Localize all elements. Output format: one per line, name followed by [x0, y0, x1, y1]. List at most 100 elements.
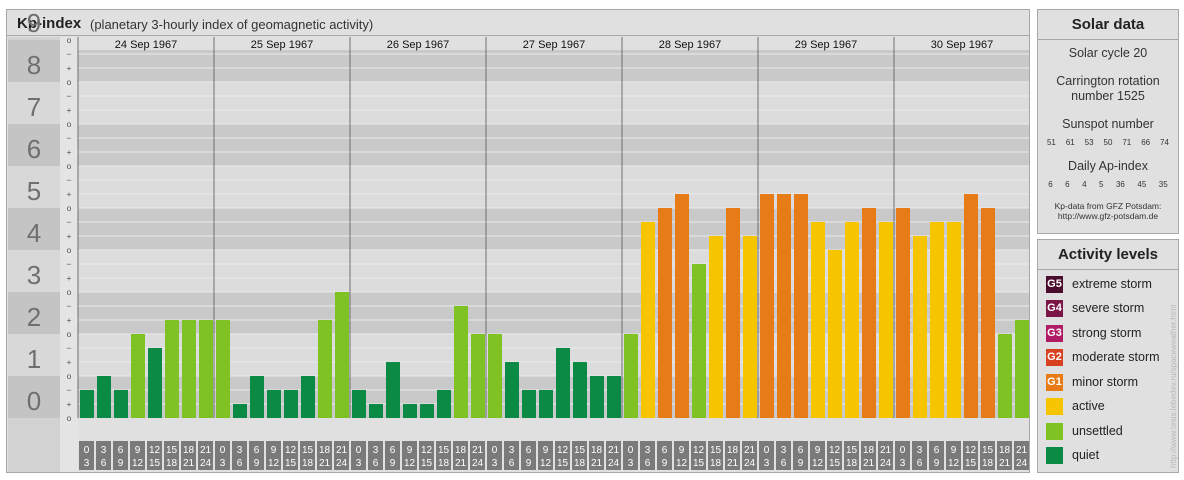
interval-end-label: 3: [84, 458, 90, 469]
interval-start-label: 12: [285, 445, 297, 456]
time-interval-cell: [181, 441, 196, 470]
interval-start-label: 12: [693, 445, 705, 456]
legend-label: severe storm: [1072, 301, 1145, 315]
kp-bar: [624, 334, 638, 418]
plot-band: [78, 124, 1029, 166]
kp-bar: [301, 376, 315, 418]
time-interval-cell: [674, 441, 689, 470]
kp-bar: [828, 250, 842, 418]
interval-end-label: 6: [781, 458, 787, 469]
time-interval-cell: [997, 441, 1012, 470]
day-header-row: [78, 37, 1029, 50]
interval-end-label: 24: [880, 458, 892, 469]
ap-value: 6: [1048, 180, 1053, 189]
legend-item-g2: G2 moderate storm: [1046, 347, 1160, 367]
time-interval-cell: [742, 441, 757, 470]
interval-start-label: 21: [608, 445, 620, 456]
kp-bar: [386, 362, 400, 418]
kp-bar: [981, 208, 995, 418]
time-interval-cell: [793, 441, 808, 470]
y-minor-tick-label: −: [67, 91, 72, 101]
y-band: [8, 292, 60, 334]
kp-bar: [947, 221, 961, 418]
interval-end-label: 18: [438, 458, 450, 469]
interval-end-label: 3: [764, 458, 770, 469]
legend-item-g4: G4 severe storm: [1046, 298, 1144, 318]
interval-start-label: 9: [951, 445, 957, 456]
interval-end-label: 18: [302, 458, 314, 469]
time-interval-cell: [266, 441, 281, 470]
ap-value: 5: [1099, 180, 1104, 189]
time-interval-cell: [334, 441, 349, 470]
interval-end-label: 9: [118, 458, 124, 469]
y-band: [8, 376, 60, 418]
time-interval-cell: [708, 441, 723, 470]
time-interval-cell: [810, 441, 825, 470]
y-minor-tick-label: −: [67, 343, 72, 353]
interval-end-label: 24: [744, 458, 756, 469]
time-interval-cell: [96, 441, 111, 470]
interval-end-label: 15: [421, 458, 433, 469]
kp-bar: [471, 334, 485, 418]
y-minor-tick-label: o: [67, 119, 72, 129]
interval-start-label: 9: [407, 445, 413, 456]
interval-end-label: 18: [166, 458, 178, 469]
interval-end-label: 21: [591, 458, 603, 469]
kp-bar: [760, 194, 774, 418]
kp-bar: [862, 208, 876, 418]
interval-start-label: 15: [574, 445, 586, 456]
time-interval-cell: [453, 441, 468, 470]
interval-end-label: 9: [526, 458, 532, 469]
interval-end-label: 18: [846, 458, 858, 469]
interval-start-label: 0: [84, 445, 90, 456]
sunspot-value: 74: [1160, 138, 1169, 147]
interval-start-label: 12: [557, 445, 569, 456]
legend-label: minor storm: [1072, 375, 1138, 389]
solar-data-heading: Solar data: [1038, 10, 1178, 40]
time-interval-cell: [929, 441, 944, 470]
day-label: 30 Sep 1967: [931, 39, 993, 51]
interval-end-label: 15: [693, 458, 705, 469]
ap-value: 4: [1082, 180, 1087, 189]
interval-start-label: 12: [421, 445, 433, 456]
legend-swatch: G1: [1046, 373, 1063, 391]
kp-bar: [692, 263, 706, 418]
time-interval-cell: [878, 441, 893, 470]
sunspot-label: Sunspot number: [1062, 117, 1154, 131]
interval-end-label: 18: [574, 458, 586, 469]
chart-header: Kp-index (planetary 3-hourly index of ge…: [7, 10, 1029, 36]
day-label: 27 Sep 1967: [523, 39, 585, 51]
interval-start-label: 3: [917, 445, 923, 456]
kp-bar: [998, 334, 1012, 418]
sunspot-value: 66: [1141, 138, 1151, 147]
interval-end-label: 21: [727, 458, 739, 469]
y-minor-tick-label: +: [67, 315, 72, 325]
time-interval-cell: [912, 441, 927, 470]
y-minor-column: [60, 37, 78, 472]
time-interval-cell: [470, 441, 485, 470]
legend-item-unsettled: unsettled: [1046, 421, 1123, 441]
kp-bar: [658, 208, 672, 418]
interval-start-label: 15: [438, 445, 450, 456]
interval-end-label: 21: [183, 458, 195, 469]
y-minor-tick-label: +: [67, 63, 72, 73]
interval-start-label: 15: [302, 445, 314, 456]
kp-bar: [182, 320, 196, 418]
time-interval-cell: [640, 441, 655, 470]
interval-start-label: 6: [118, 445, 124, 456]
interval-end-label: 21: [999, 458, 1011, 469]
time-interval-cell: [385, 441, 400, 470]
interval-start-label: 18: [863, 445, 875, 456]
data-source-url: http://www.gfz-potsdam.de: [1057, 211, 1159, 221]
kp-bar: [675, 194, 689, 418]
legend-swatch: G4: [1046, 299, 1063, 317]
interval-end-label: 24: [200, 458, 212, 469]
time-interval-cell: [351, 441, 366, 470]
solar-data-panel: Solar data Solar cycle 20 Carrington rot…: [1037, 9, 1179, 234]
interval-start-label: 21: [880, 445, 892, 456]
y-tick-label: 3: [27, 260, 41, 290]
time-interval-cell: [436, 441, 451, 470]
y-minor-tick-label: +: [67, 231, 72, 241]
solar-cycle: Solar cycle 20: [1068, 46, 1148, 60]
kp-bar: [216, 320, 230, 418]
